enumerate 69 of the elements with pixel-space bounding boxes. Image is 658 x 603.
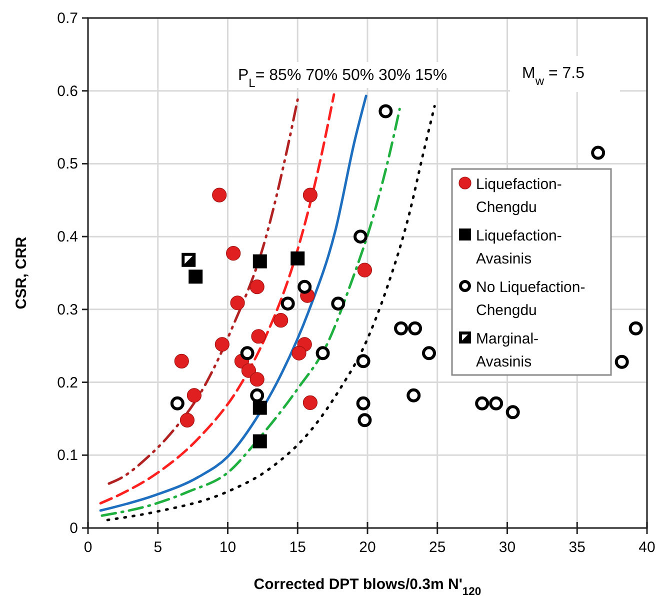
point xyxy=(422,346,436,360)
point xyxy=(188,270,203,284)
point xyxy=(331,296,346,311)
point xyxy=(170,396,184,410)
point xyxy=(186,388,202,403)
point xyxy=(250,388,264,402)
point xyxy=(274,313,288,328)
point xyxy=(174,354,189,368)
point xyxy=(302,188,318,202)
point xyxy=(298,280,312,294)
y-tick-label: 0.3 xyxy=(57,301,78,318)
x-tick-label: 5 xyxy=(154,539,162,556)
point xyxy=(214,337,230,352)
x-tick-label: 30 xyxy=(498,539,516,556)
y-axis-title: CSR, CRR xyxy=(13,236,30,310)
point xyxy=(252,434,267,448)
y-tick-label: 0.1 xyxy=(57,447,78,464)
point xyxy=(357,262,372,278)
y-tick-label: 0.6 xyxy=(57,82,78,100)
x-tick-label: 40 xyxy=(638,539,656,556)
point xyxy=(356,396,370,410)
legend-label: Liquefaction-Avasinis xyxy=(476,228,562,268)
point xyxy=(292,346,306,360)
point xyxy=(226,246,241,261)
point xyxy=(489,396,504,410)
x-tick-label: 20 xyxy=(359,539,376,556)
x-tick-label: 0 xyxy=(84,539,92,556)
y-tick-label: 0.4 xyxy=(57,228,78,246)
point xyxy=(280,296,295,311)
legend-label: Liquefaction-Chengdu xyxy=(476,176,562,216)
annotation: P$_{L}$= 85% 70% 50% 30% 15% xyxy=(238,67,448,90)
point xyxy=(290,251,305,266)
point xyxy=(406,388,421,402)
point xyxy=(252,254,267,268)
point xyxy=(506,405,520,420)
annotation: M$_{w}$ = 7.5 xyxy=(522,65,585,88)
point xyxy=(358,413,372,428)
x-tick-label: 15 xyxy=(289,539,306,556)
point xyxy=(230,296,245,310)
x-axis-title: Corrected DPT blows/0.3m N'$_{120}$ xyxy=(254,576,482,598)
point xyxy=(378,104,393,118)
point xyxy=(356,354,370,368)
x-tick-label: 10 xyxy=(219,539,236,556)
point xyxy=(475,396,490,410)
point xyxy=(628,321,643,336)
point xyxy=(241,363,256,378)
point xyxy=(252,400,267,415)
point xyxy=(180,412,195,428)
point xyxy=(240,346,254,360)
legend-label: Marginal-Avasinis xyxy=(476,330,539,370)
point xyxy=(591,146,606,160)
point xyxy=(250,372,264,387)
y-tick-label: 0.5 xyxy=(57,156,78,173)
y-tick-label: 0.2 xyxy=(57,374,78,392)
point xyxy=(614,354,629,369)
x-tick-label: 25 xyxy=(429,539,446,556)
line-series xyxy=(108,98,299,485)
legend-label: No Liquefaction-Chengdu xyxy=(476,279,586,319)
point xyxy=(250,280,264,294)
y-tick-label: 0.7 xyxy=(57,10,78,27)
y-tick-label: 0 xyxy=(70,520,78,537)
point xyxy=(302,395,318,410)
point xyxy=(394,321,408,336)
x-tick-label: 35 xyxy=(568,539,586,556)
point xyxy=(408,321,422,336)
point xyxy=(354,230,368,244)
point xyxy=(212,188,227,202)
point xyxy=(316,346,330,360)
point xyxy=(251,329,266,344)
